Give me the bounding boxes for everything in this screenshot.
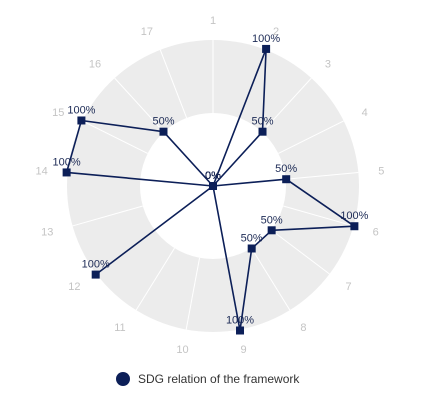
category-label-2: 2 [273,26,279,38]
spoke-15 [82,120,148,154]
category-label-5: 5 [378,166,384,178]
data-label-7: 50% [261,214,283,226]
data-label-1: 0% [205,170,221,182]
category-label-10: 10 [176,344,188,356]
data-label-8: 50% [241,232,263,244]
legend-label[interactable]: SDG relation of the framework [138,372,300,386]
series-sdg-relation [62,44,359,335]
category-label-3: 3 [325,58,331,70]
spoke-3 [261,77,312,133]
data-label-11: 0% [205,170,221,182]
data-point-2[interactable] [262,44,271,53]
category-label-7: 7 [345,281,351,293]
data-label-13: 0% [205,170,221,182]
spoke-17 [159,49,188,119]
spoke-13 [72,205,143,227]
data-label-4: 0% [205,170,221,182]
data-point-14[interactable] [62,168,71,177]
data-label-9: 100% [226,314,254,326]
data-label-16: 50% [152,116,174,128]
spoke-5 [285,172,359,180]
category-label-14: 14 [35,166,47,178]
legend-marker[interactable] [116,372,130,386]
data-point-8[interactable] [247,244,256,253]
data-point-5[interactable] [282,175,291,184]
legend[interactable]: SDG relation of the framework [116,372,300,386]
data-point-6[interactable] [350,222,359,231]
data-point-17[interactable] [209,182,217,190]
spoke-16 [114,77,165,133]
data-label-12: 100% [82,259,110,271]
category-label-13: 13 [41,226,53,238]
category-label-12: 12 [68,281,80,293]
spoke-6 [283,205,354,227]
data-labels: 0%100%50%0%50%100%50%50%100%0%0%100%0%10… [53,33,369,327]
data-label-6: 100% [340,210,368,222]
spoke-4 [278,120,344,154]
data-point-15[interactable] [77,116,86,125]
spoke-7 [270,229,330,275]
data-point-9[interactable] [236,326,245,335]
data-label-5: 50% [275,163,297,175]
data-point-7[interactable] [267,226,276,235]
data-label-15: 100% [67,104,95,116]
category-label-17: 17 [141,26,153,38]
category-label-16: 16 [89,58,101,70]
data-point-12[interactable] [91,270,100,279]
category-label-15: 15 [52,107,64,119]
series-line [65,48,356,332]
category-label-4: 4 [362,107,368,119]
data-point-3[interactable] [258,127,267,136]
data-label-14: 100% [53,156,81,168]
data-label-2: 100% [252,33,280,45]
category-label-1: 1 [210,15,216,27]
data-label-17: 0% [205,170,221,182]
spoke-8 [251,247,291,311]
spoke-10 [185,257,201,330]
category-label-9: 9 [240,344,246,356]
spoke-11 [135,247,175,311]
data-point-16[interactable] [159,127,168,136]
category-label-11: 11 [114,322,125,334]
category-label-6: 6 [373,226,379,238]
data-label-3: 50% [252,116,274,128]
data-label-10: 0% [205,170,221,182]
category-label-8: 8 [300,322,306,334]
